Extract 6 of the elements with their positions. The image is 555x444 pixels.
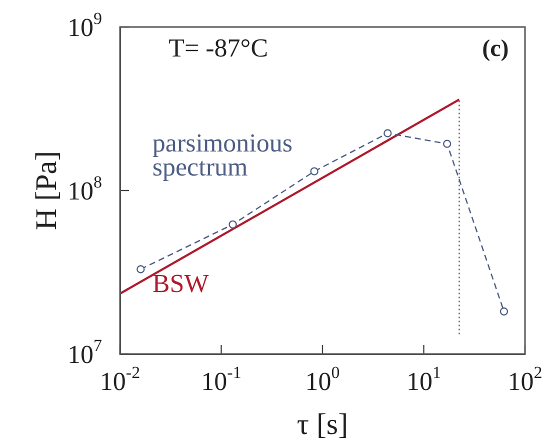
y-axis-title: H [Pa] <box>30 150 63 230</box>
series-label: BSW <box>152 269 210 298</box>
annotation: (c) <box>482 36 509 62</box>
series-label: parsimonious spectrum <box>152 128 293 182</box>
x-axis-title: τ [s] <box>296 408 348 441</box>
annotation: T= -87°C <box>168 34 268 63</box>
